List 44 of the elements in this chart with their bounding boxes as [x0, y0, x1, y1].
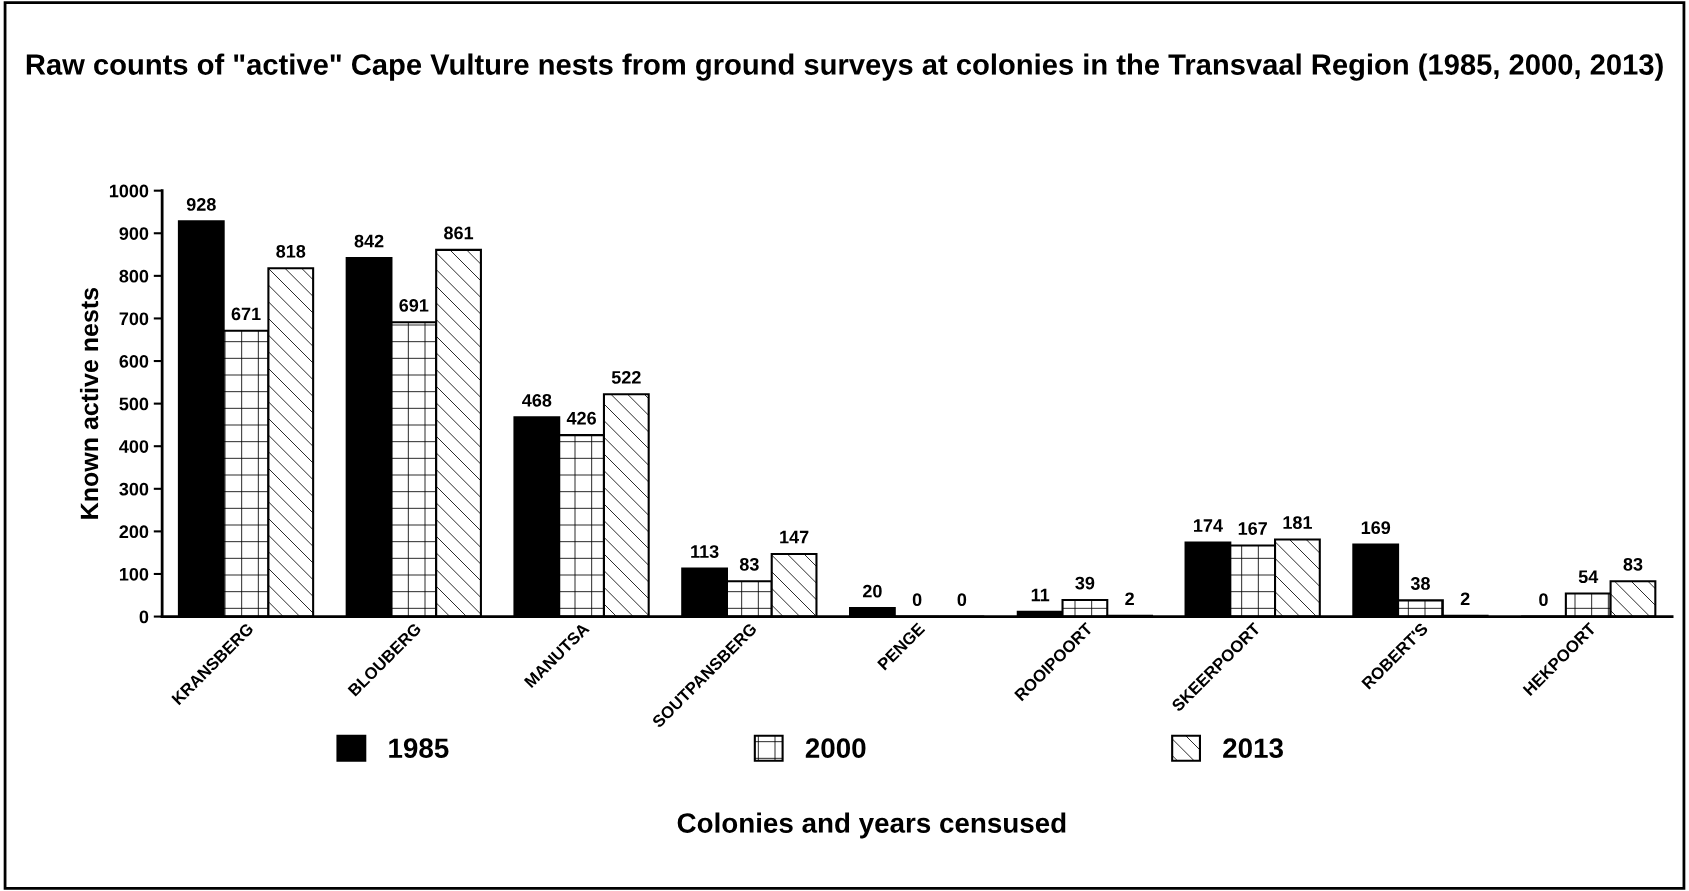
data-label: 2 [1125, 592, 1134, 606]
data-label: 54 [1578, 570, 1599, 584]
data-label: 169 [1361, 521, 1391, 535]
y-tick-label: 600 [119, 354, 149, 368]
data-label: 426 [566, 411, 596, 425]
data-label: 842 [354, 234, 384, 248]
y-tick-label: 1000 [109, 184, 149, 198]
chart-title: Raw counts of "active" Cape Vulture nests from ground surveys at colonies in the Transvaal Region (1985, 2000, 2013) [26, 53, 1663, 81]
data-label: 83 [739, 557, 759, 571]
data-label: 0 [957, 593, 967, 607]
y-tick-label: 300 [119, 482, 149, 496]
data-label: 0 [1539, 593, 1548, 607]
y-tick-label: 500 [119, 397, 149, 411]
y-tick-label: 900 [119, 227, 149, 240]
x-axis-title: Colonies and years censused [677, 812, 1066, 839]
data-label: 11 [1031, 588, 1050, 602]
data-label: 147 [780, 530, 809, 544]
data-label: 181 [1283, 516, 1312, 529]
y-tick-label: 800 [119, 269, 149, 283]
data-label: 0 [912, 593, 922, 607]
data-label: 2 [1460, 592, 1470, 606]
y-axis-title: Known active nests [79, 287, 99, 519]
y-tick-label: 0 [139, 610, 149, 624]
data-label: 39 [1075, 576, 1095, 590]
y-tick-label: 400 [119, 440, 149, 453]
data-label: 167 [1238, 522, 1267, 535]
data-label: 671 [231, 307, 261, 321]
y-tick-label: 200 [119, 525, 149, 539]
data-label: 83 [1623, 557, 1643, 571]
y-tick-label: 700 [119, 312, 149, 326]
data-label: 818 [276, 244, 306, 258]
legend-label: 2000 [805, 738, 866, 759]
data-label: 928 [186, 198, 216, 211]
data-label: 861 [444, 226, 474, 240]
data-label: 691 [399, 298, 429, 312]
data-label: 174 [1194, 519, 1223, 532]
data-label: 522 [611, 370, 641, 384]
y-tick-label: 100 [119, 567, 149, 581]
legend-label: 2013 [1223, 738, 1283, 759]
data-label: 468 [522, 393, 552, 407]
legend-label: 1985 [389, 738, 449, 759]
data-label: 20 [862, 584, 882, 598]
data-label: 38 [1410, 577, 1430, 590]
data-label: 113 [691, 545, 719, 558]
